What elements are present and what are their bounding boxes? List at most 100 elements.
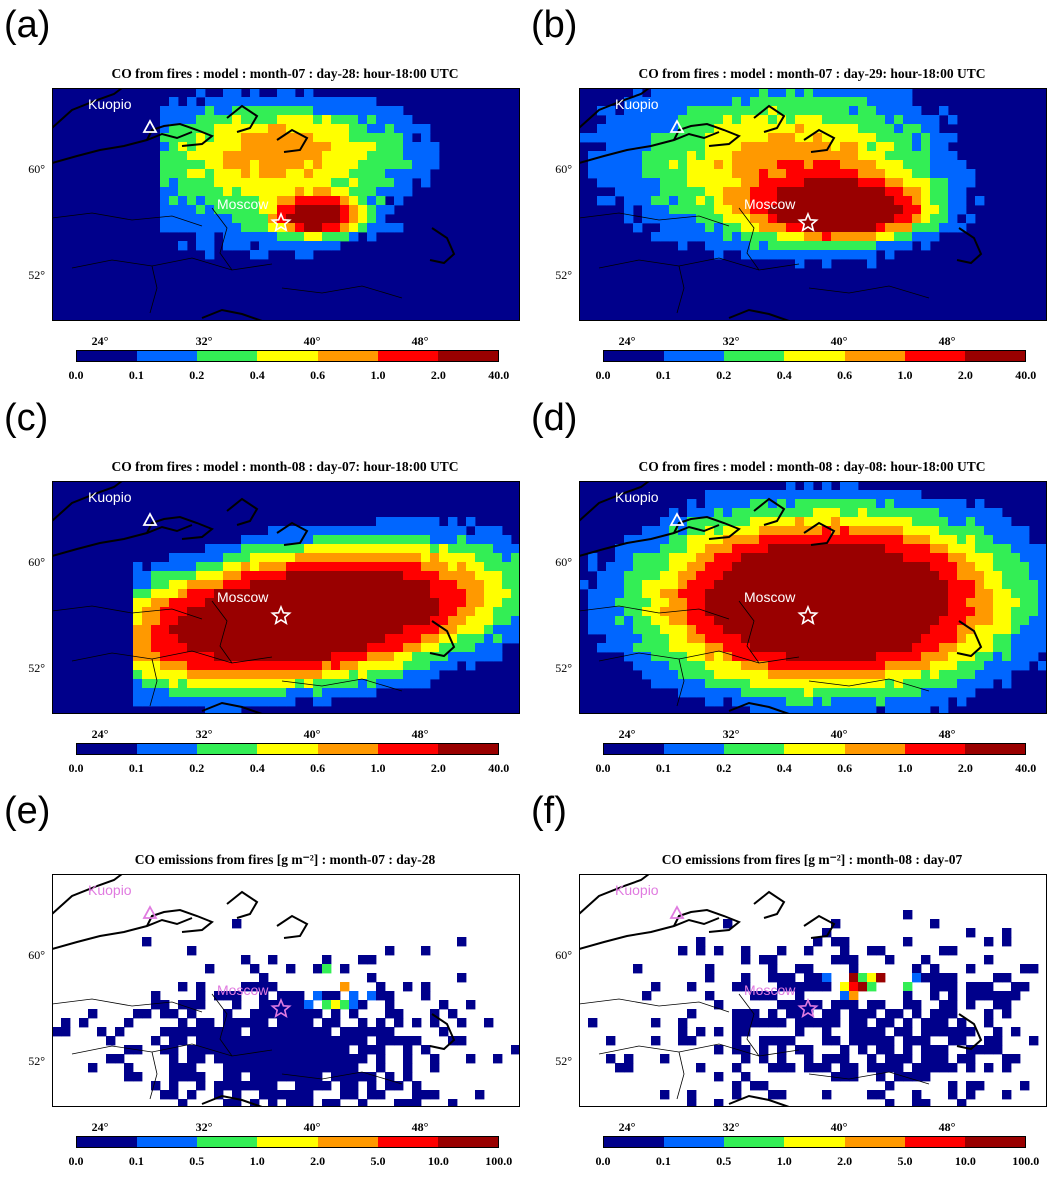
field-cell bbox=[340, 133, 350, 143]
field-cell bbox=[394, 1009, 404, 1019]
field-cell bbox=[223, 697, 233, 707]
field-cell bbox=[1038, 562, 1047, 572]
field-cell bbox=[259, 115, 269, 125]
field-cell bbox=[196, 991, 206, 1001]
field-cell bbox=[687, 634, 697, 644]
field-cell bbox=[867, 223, 877, 233]
country-border bbox=[676, 658, 685, 707]
field-cell bbox=[831, 652, 841, 662]
field-cell bbox=[786, 517, 796, 527]
field-cell bbox=[376, 643, 386, 653]
field-cell bbox=[439, 562, 449, 572]
field-cell bbox=[169, 1063, 179, 1073]
field-cell bbox=[831, 124, 841, 134]
field-cell bbox=[367, 196, 377, 206]
field-cell bbox=[511, 580, 520, 590]
field-cell bbox=[696, 169, 706, 179]
coastline bbox=[276, 128, 309, 153]
field-cell bbox=[642, 598, 652, 608]
field-cell bbox=[196, 115, 206, 125]
field-cell bbox=[349, 616, 359, 626]
field-cell bbox=[633, 598, 643, 608]
field-cell bbox=[732, 169, 742, 179]
field-cell bbox=[597, 196, 607, 206]
field-cell bbox=[759, 526, 769, 536]
field-cell bbox=[313, 151, 323, 161]
field-cell bbox=[939, 535, 949, 545]
field-cell bbox=[849, 535, 859, 545]
field-cell bbox=[714, 160, 724, 170]
field-cell bbox=[169, 571, 179, 581]
field-cell bbox=[169, 1054, 179, 1064]
field-cell bbox=[277, 688, 287, 698]
field-cell bbox=[223, 571, 233, 581]
field-cell bbox=[786, 535, 796, 545]
field-cell bbox=[313, 634, 323, 644]
field-cell bbox=[705, 133, 715, 143]
map-panel-a: (a) CO from fires : model : month-07 : d… bbox=[0, 0, 527, 393]
field-cell bbox=[822, 481, 832, 491]
field-cell bbox=[696, 625, 706, 635]
field-cell bbox=[894, 205, 904, 215]
coastline bbox=[52, 88, 123, 129]
field-cell bbox=[475, 634, 485, 644]
field-cell bbox=[313, 571, 323, 581]
field-cell bbox=[831, 580, 841, 590]
field-cell bbox=[187, 133, 197, 143]
field-cell bbox=[669, 670, 679, 680]
field-cell bbox=[304, 115, 314, 125]
field-cell bbox=[741, 616, 751, 626]
field-cell bbox=[849, 106, 859, 116]
field-cell bbox=[223, 187, 233, 197]
field-cell bbox=[349, 142, 359, 152]
field-cell bbox=[466, 580, 476, 590]
field-cell bbox=[984, 679, 994, 689]
field-cell bbox=[394, 580, 404, 590]
field-cell bbox=[394, 169, 404, 179]
country-border bbox=[149, 265, 158, 314]
field-cell bbox=[295, 598, 305, 608]
field-cell bbox=[750, 115, 760, 125]
field-cell bbox=[340, 688, 350, 698]
field-cell bbox=[331, 214, 341, 224]
field-cell bbox=[457, 616, 467, 626]
field-cell bbox=[1011, 526, 1021, 536]
field-cell bbox=[421, 598, 431, 608]
field-cell bbox=[340, 670, 350, 680]
field-cell bbox=[831, 634, 841, 644]
field-cell bbox=[876, 142, 886, 152]
field-cell bbox=[732, 1009, 742, 1019]
field-cell bbox=[822, 679, 832, 689]
field-cell bbox=[822, 205, 832, 215]
field-cell bbox=[732, 553, 742, 563]
field-cell bbox=[849, 187, 859, 197]
field-cell bbox=[196, 643, 206, 653]
field-cell bbox=[421, 124, 431, 134]
field-cell bbox=[61, 1018, 71, 1028]
field-cell bbox=[223, 115, 233, 125]
field-cell bbox=[331, 688, 341, 698]
field-cell bbox=[394, 223, 404, 233]
field-cell bbox=[849, 544, 859, 554]
colorbar-label: 0.1 bbox=[128, 761, 144, 775]
field-cell bbox=[939, 946, 949, 956]
field-cell bbox=[241, 1045, 251, 1055]
field-cell bbox=[196, 1072, 206, 1082]
field-cell bbox=[939, 1027, 949, 1037]
field-cell bbox=[948, 1036, 958, 1046]
lon-tick-label: 24° bbox=[618, 1120, 636, 1134]
field-cell bbox=[822, 535, 832, 545]
field-cell bbox=[205, 160, 215, 170]
field-cell bbox=[939, 214, 949, 224]
field-cell bbox=[921, 142, 931, 152]
colorbar-segment bbox=[724, 1137, 785, 1147]
field-cell bbox=[349, 661, 359, 671]
field-cell bbox=[921, 562, 931, 572]
field-cell bbox=[921, 1018, 931, 1028]
field-cell bbox=[367, 544, 377, 554]
field-cell bbox=[876, 178, 886, 188]
field-cell bbox=[939, 1054, 949, 1064]
field-cell bbox=[133, 616, 143, 626]
field-cell bbox=[367, 526, 377, 536]
field-cell bbox=[277, 232, 287, 242]
